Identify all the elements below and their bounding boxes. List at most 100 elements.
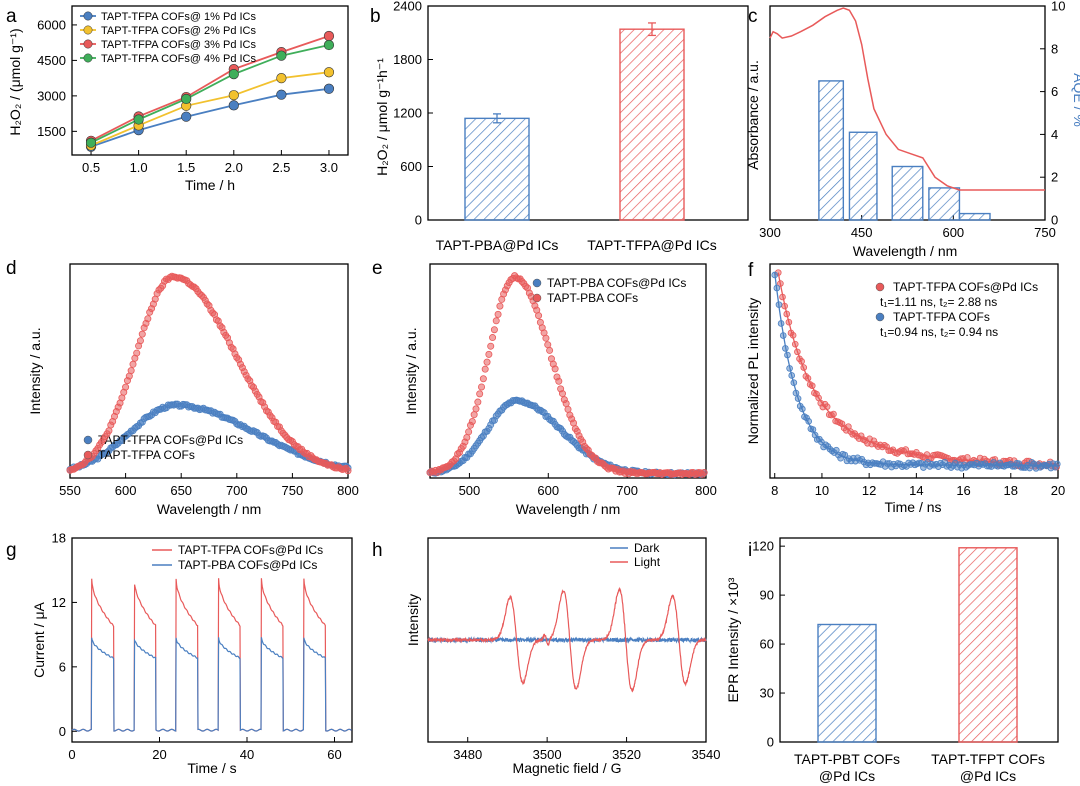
e-xlabel: Wavelength / nm bbox=[516, 501, 621, 517]
e-legend-label: TAPT-PBA COFs bbox=[547, 291, 638, 305]
a-data-point bbox=[228, 69, 239, 80]
f-data-point bbox=[805, 418, 813, 425]
i-bar bbox=[958, 547, 1018, 743]
c-ytick-label: 0 bbox=[1051, 213, 1058, 228]
b-ytick-label: 1800 bbox=[393, 52, 422, 67]
i-ytick-label: 120 bbox=[752, 539, 774, 554]
d-xtick-label: 700 bbox=[226, 483, 248, 498]
e-data-point bbox=[474, 398, 482, 406]
e-data-point bbox=[468, 417, 476, 425]
g-xtick-label: 60 bbox=[327, 747, 341, 762]
f-data-point bbox=[800, 364, 808, 371]
e-data-point bbox=[558, 390, 566, 398]
e-data-point bbox=[494, 310, 502, 318]
i-ytick-label: 60 bbox=[760, 637, 774, 652]
a-xtick-label: 2.5 bbox=[272, 160, 290, 175]
f-xtick-label: 16 bbox=[956, 483, 970, 498]
i-ylabel: EPR Intensity / ×10³ bbox=[725, 577, 741, 702]
g-series-line bbox=[71, 637, 352, 732]
f-data-point bbox=[789, 332, 797, 339]
g-xlabel: Time / s bbox=[187, 760, 236, 776]
a-data-point bbox=[323, 30, 335, 42]
e-xtick-label: 800 bbox=[695, 483, 717, 498]
e-legend-marker bbox=[532, 293, 542, 303]
g-ytick-label: 0 bbox=[59, 724, 66, 739]
f-data-point bbox=[1053, 460, 1061, 468]
b-ytick-label: 2400 bbox=[393, 0, 422, 14]
e-data-point bbox=[463, 434, 471, 442]
f-xtick-label: 10 bbox=[815, 483, 829, 498]
g-ytick-label: 6 bbox=[59, 659, 66, 674]
i-ytick-label: 30 bbox=[760, 686, 774, 701]
c-aqe-bar bbox=[818, 80, 845, 221]
a-data-point bbox=[228, 100, 239, 111]
f-xtick-label: 12 bbox=[862, 483, 876, 498]
c-ylabel2: AQE / % bbox=[1071, 73, 1080, 127]
d-data-point bbox=[127, 367, 135, 375]
c-ytick-label: 10 bbox=[1051, 0, 1065, 14]
h-ylabel: Intensity bbox=[405, 594, 421, 646]
a-plot-frame bbox=[71, 5, 349, 156]
h-legend-label: Light bbox=[634, 555, 661, 569]
f-data-point bbox=[773, 284, 781, 292]
a-data-point bbox=[228, 90, 239, 101]
f-data-point bbox=[783, 310, 791, 318]
f-xtick-label: 18 bbox=[1004, 483, 1018, 498]
e-data-point bbox=[562, 400, 570, 408]
c-aqe-bar bbox=[958, 212, 991, 221]
f-data-point bbox=[804, 374, 812, 382]
f-data-point bbox=[779, 293, 786, 301]
f-data-point bbox=[791, 340, 799, 348]
a-legend-label: TAPT-TFPA COFs@ 4% Pd ICs bbox=[101, 53, 257, 65]
f-data-point bbox=[792, 389, 800, 397]
i-category-label: @Pd ICs bbox=[819, 768, 875, 784]
b-ytick-label: 0 bbox=[415, 213, 422, 228]
e-legend-marker bbox=[532, 278, 542, 288]
e-legend-label: TAPT-PBA COFs@Pd ICs bbox=[547, 276, 686, 290]
i-ytick-label: 0 bbox=[767, 735, 774, 750]
e-data-point bbox=[485, 350, 493, 358]
f-ylabel: Normalized PL intensity bbox=[745, 298, 761, 445]
b-panel-letter: b bbox=[370, 6, 381, 27]
d-data-point bbox=[105, 427, 113, 435]
i-category-label: TAPT-TFPT COFs bbox=[931, 751, 1045, 767]
d-data-point bbox=[344, 467, 352, 475]
d-data-point bbox=[122, 383, 130, 391]
f-data-point bbox=[799, 405, 806, 413]
g-xtick-label: 20 bbox=[152, 747, 166, 762]
chart-b: 0 600 1200 1800 2400 b H₂O₂ / μmol g⁻¹h⁻¹ TAPT-… bbox=[370, 0, 749, 253]
b-bar bbox=[619, 28, 685, 221]
chart-h: 3480 3500 3520 3540 h Intensity Magnetic field… bbox=[372, 537, 721, 776]
h-xtick-label: 3500 bbox=[533, 747, 562, 762]
chart-d: 550 600 650 700 750 800 d Intensity / a.u. Wavel… bbox=[6, 258, 359, 517]
d-xlabel: Wavelength / nm bbox=[157, 501, 262, 517]
c-xtick-label: 450 bbox=[851, 225, 873, 240]
c-aqe-bar bbox=[848, 131, 878, 221]
d-xtick-label: 550 bbox=[59, 483, 81, 498]
a-xtick-label: 0.5 bbox=[82, 160, 100, 175]
h-xtick-label: 3540 bbox=[692, 747, 721, 762]
h-light-line bbox=[427, 586, 707, 693]
c-aqe-bar bbox=[928, 187, 961, 221]
a-data-point bbox=[181, 111, 192, 122]
f-data-point bbox=[781, 302, 788, 310]
d-data-point bbox=[133, 349, 141, 357]
f-data-point bbox=[779, 332, 787, 339]
g-legend-label: TAPT-PBA COFs@Pd ICs bbox=[178, 558, 317, 572]
f-data-point bbox=[794, 348, 801, 356]
e-data-point bbox=[564, 405, 572, 413]
f-data-point bbox=[775, 301, 783, 308]
a-legend-label: TAPT-TFPA COFs@ 3% Pd ICs bbox=[101, 39, 257, 51]
f-data-point bbox=[777, 320, 785, 327]
a-xtick-label: 1.0 bbox=[130, 160, 148, 175]
f-data-point bbox=[785, 318, 793, 326]
g-ylabel: Current / μA bbox=[31, 601, 47, 677]
chart-f: 8 10 12 14 16 18 20 f Normalized PL intensity Tim… bbox=[745, 260, 1065, 515]
c-ytick-label: 8 bbox=[1051, 41, 1058, 56]
f-data-point bbox=[794, 395, 802, 402]
f-data-point bbox=[784, 351, 791, 359]
e-ylabel: Intensity / a.u. bbox=[403, 327, 419, 414]
